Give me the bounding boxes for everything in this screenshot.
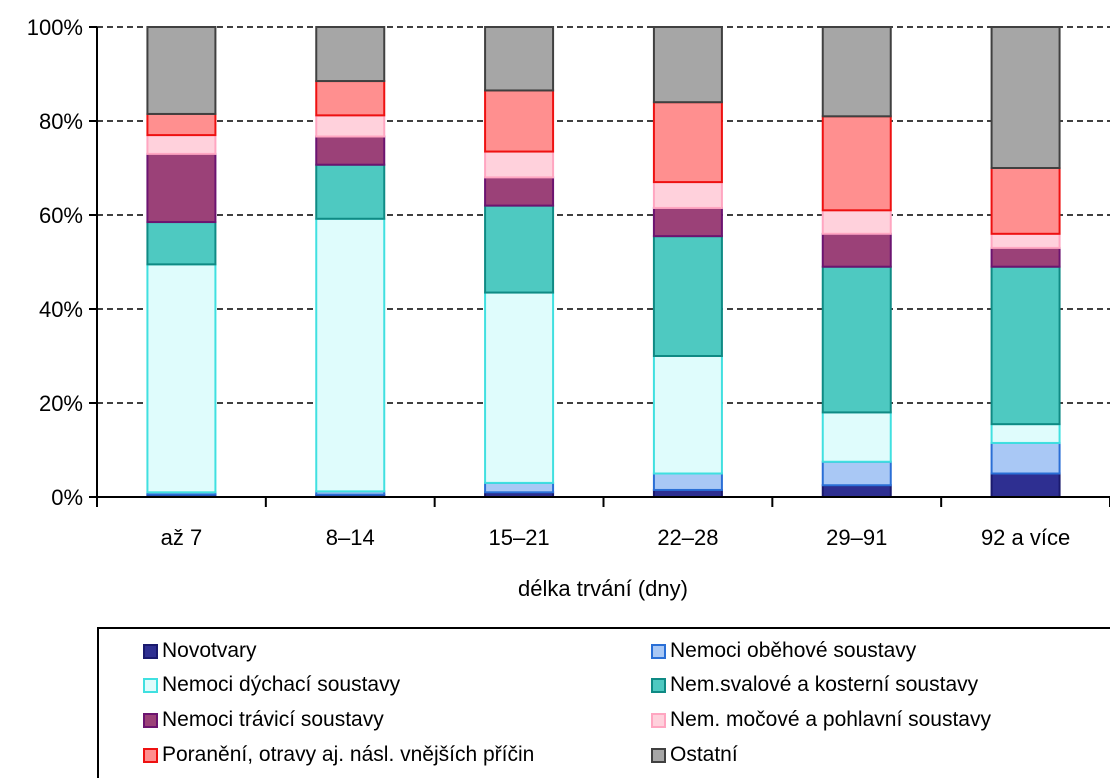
bar-segment (484, 481, 555, 494)
bar-segment (146, 112, 217, 137)
legend-item: Ostatní (651, 741, 738, 769)
bar-segment (821, 460, 892, 487)
x-tick-label: 8–14 (326, 525, 375, 550)
x-tick-label: 22–28 (657, 525, 718, 550)
bar-segment (990, 246, 1061, 268)
bar-segment (990, 441, 1061, 475)
bar-stack (146, 26, 217, 498)
legend-item: Poranění, otravy aj. násl. vnějších příč… (143, 741, 534, 769)
legend-label: Nem. močové a pohlavní soustavy (670, 708, 991, 731)
bar-segment (146, 263, 217, 494)
legend-swatch (651, 712, 666, 728)
bar-stack (821, 26, 892, 498)
bar-segment (315, 163, 386, 220)
legend-label: Nemoci oběhové soustavy (670, 639, 917, 662)
legend: Novotvary Nemoci oběhové soustavy Nemoci d… (97, 627, 1110, 778)
bar-segment (821, 484, 892, 498)
bar-segment (652, 488, 723, 499)
bar-segment (652, 355, 723, 475)
bar-segment (484, 291, 555, 484)
y-tick-label: 40% (39, 297, 83, 322)
legend-label: Novotvary (162, 639, 257, 662)
bar-segment (652, 101, 723, 184)
bar-segment (484, 26, 555, 92)
y-tick-label: 20% (39, 391, 83, 416)
bar-segment (821, 232, 892, 268)
bar-stack (484, 26, 555, 498)
bar-segment (990, 167, 1061, 235)
bar-segment (146, 26, 217, 115)
bar-segment (652, 472, 723, 491)
legend-swatch (143, 747, 158, 763)
x-tick-label: 15–21 (488, 525, 549, 550)
legend-swatch (651, 677, 666, 693)
bar-segment (484, 176, 555, 207)
bar-segment (315, 135, 386, 166)
x-tick-labels: až 7 8–14 15–21 22–28 29–91 92 a více (161, 525, 1071, 550)
legend-label: Nemoci trávicí soustavy (162, 708, 384, 731)
bar-segment (484, 150, 555, 179)
y-tick-labels: 0% 20% 40% 60% 80% 100% (27, 15, 83, 510)
bar-segment (315, 26, 386, 83)
x-tick-label: 92 a více (981, 525, 1070, 550)
bar-segment (315, 217, 386, 493)
legend-item: Nem. močové a pohlavní soustavy (651, 706, 991, 734)
gridlines (97, 26, 1110, 404)
legend-item: Nem.svalové a kosterní soustavy (651, 671, 978, 699)
bar-segment (146, 152, 217, 224)
y-tick-label: 60% (39, 203, 83, 228)
y-tick-label: 80% (39, 109, 83, 134)
legend-label: Nem.svalové a kosterní soustavy (670, 673, 979, 696)
bar-segment (315, 80, 386, 117)
y-tick-label: 100% (27, 15, 83, 40)
bar-segment (652, 26, 723, 104)
bar-segment (821, 26, 892, 118)
bar-segment (652, 206, 723, 238)
bar-segment (484, 204, 555, 294)
legend-item: Nemoci oběhové soustavy (651, 637, 916, 665)
legend-label: Nemoci dýchací soustavy (162, 673, 401, 696)
bar-segment (821, 265, 892, 414)
bar-segment (990, 265, 1061, 426)
legend-label: Ostatní (670, 743, 738, 766)
bar-segment (990, 232, 1061, 249)
bars (146, 26, 1061, 499)
bar-stack (990, 26, 1061, 498)
bar-segment (990, 26, 1061, 169)
bar-segment (652, 235, 723, 357)
bar-segment (146, 221, 217, 266)
legend-item: Novotvary (143, 637, 257, 665)
legend-swatch (143, 712, 158, 728)
legend-swatch (651, 643, 666, 659)
bar-segment (652, 181, 723, 209)
bar-segment (146, 134, 217, 155)
bar-segment (990, 472, 1061, 498)
legend-swatch (651, 747, 666, 763)
legend-item: Nemoci trávicí soustavy (143, 706, 384, 734)
bar-segment (821, 209, 892, 235)
legend-swatch (143, 677, 158, 693)
legend-item: Nemoci dýchací soustavy (143, 671, 400, 699)
axes (89, 26, 1110, 507)
y-tick-label: 0% (51, 485, 83, 510)
bar-segment (821, 115, 892, 212)
bar-segment (484, 89, 555, 153)
bar-stack (315, 26, 386, 498)
x-tick-label: 29–91 (826, 525, 887, 550)
stacked-bar-chart: 0% 20% 40% 60% 80% 100% až 7 8–14 15–21 22–28 29–… (27, 15, 1110, 601)
x-tick-label: až 7 (161, 525, 203, 550)
bar-segment (315, 114, 386, 138)
bar-segment (821, 411, 892, 463)
bar-segment (990, 423, 1061, 444)
bar-stack (652, 26, 723, 499)
legend-swatch (143, 643, 158, 659)
legend-label: Poranění, otravy aj. násl. vnějších příč… (162, 743, 535, 766)
x-axis-title: délka trvání (dny) (518, 576, 688, 601)
